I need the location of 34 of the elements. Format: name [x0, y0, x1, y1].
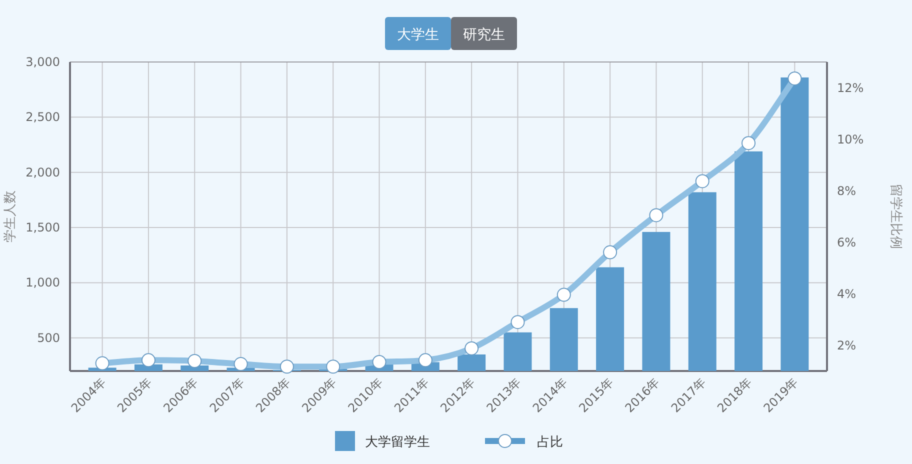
point [788, 71, 802, 86]
point [695, 174, 710, 188]
y-tick-label: 1,000 [26, 276, 60, 290]
legend-label: 占比 [537, 435, 563, 450]
y-tick-label: 2,000 [26, 165, 60, 180]
point [234, 357, 248, 372]
y2-tick-label: 4% [837, 286, 856, 301]
y2-tick-label: 6% [837, 235, 856, 250]
y2-tick-label: 2% [837, 338, 856, 352]
y-tick-label: 500 [37, 330, 60, 345]
point [95, 356, 110, 370]
point [556, 288, 571, 302]
point [603, 245, 618, 260]
y2-tick-label: 10% [837, 132, 864, 146]
y-tick-label: 1,500 [26, 220, 60, 235]
y-tick-label: 3,000 [26, 55, 60, 69]
point [742, 136, 756, 150]
point [188, 354, 202, 368]
point [326, 360, 340, 374]
point [280, 360, 294, 374]
point [510, 315, 525, 330]
y-axis-title: 学生人数 [3, 190, 18, 242]
text: 大学生 [397, 27, 439, 43]
point [464, 341, 479, 356]
point [649, 208, 664, 222]
y-tick-label: 2,500 [26, 110, 60, 124]
y2-tick-label: 12% [837, 80, 864, 95]
y2-tick-label: 8% [837, 184, 856, 198]
text: 研究生 [463, 27, 505, 43]
legend-label: 大学留学生 [365, 435, 430, 450]
point [372, 354, 386, 369]
y2-axis-title: 留学生比例 [888, 184, 903, 249]
point [141, 353, 156, 368]
point [418, 353, 432, 368]
